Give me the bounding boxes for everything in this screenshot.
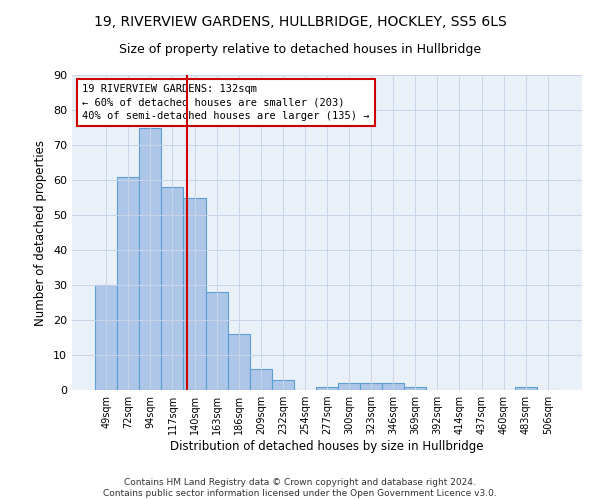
Bar — [117, 176, 139, 390]
Bar — [382, 383, 404, 390]
Bar — [272, 380, 294, 390]
Y-axis label: Number of detached properties: Number of detached properties — [34, 140, 47, 326]
Bar — [95, 285, 117, 390]
Text: Contains HM Land Registry data © Crown copyright and database right 2024.
Contai: Contains HM Land Registry data © Crown c… — [103, 478, 497, 498]
Text: Size of property relative to detached houses in Hullbridge: Size of property relative to detached ho… — [119, 42, 481, 56]
Text: 19, RIVERVIEW GARDENS, HULLBRIDGE, HOCKLEY, SS5 6LS: 19, RIVERVIEW GARDENS, HULLBRIDGE, HOCKL… — [94, 15, 506, 29]
Bar — [206, 292, 227, 390]
Bar — [360, 383, 382, 390]
Bar — [139, 128, 161, 390]
Bar — [404, 386, 427, 390]
Bar — [515, 386, 537, 390]
Text: 19 RIVERVIEW GARDENS: 132sqm
← 60% of detached houses are smaller (203)
40% of s: 19 RIVERVIEW GARDENS: 132sqm ← 60% of de… — [82, 84, 370, 121]
Bar — [184, 198, 206, 390]
X-axis label: Distribution of detached houses by size in Hullbridge: Distribution of detached houses by size … — [170, 440, 484, 453]
Bar — [316, 386, 338, 390]
Bar — [338, 383, 360, 390]
Bar — [227, 334, 250, 390]
Bar — [161, 187, 184, 390]
Bar — [250, 369, 272, 390]
